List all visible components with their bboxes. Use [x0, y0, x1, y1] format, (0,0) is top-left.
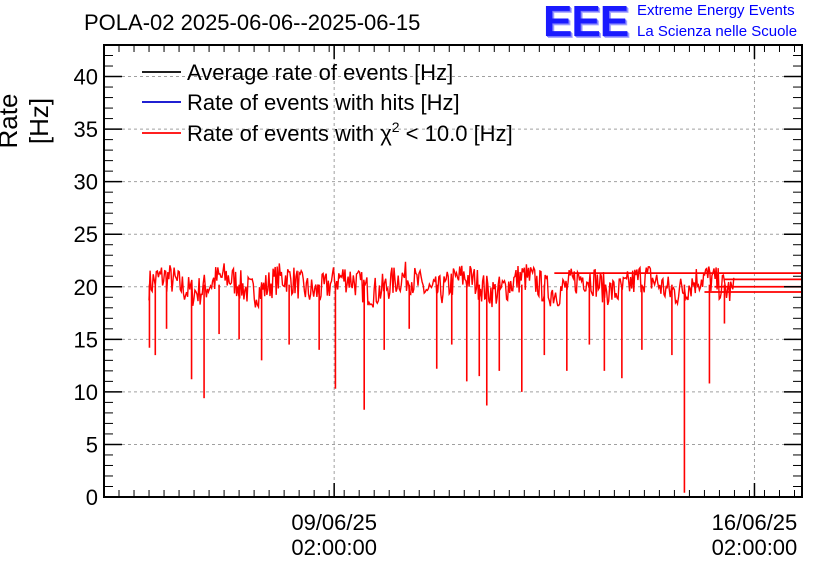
axis-ticks: 051015202530354009/06/2502:00:0016/06/25… — [74, 45, 802, 560]
x-tick-label-date: 16/06/25 — [712, 510, 798, 535]
y-tick-label: 25 — [74, 222, 98, 247]
plot-frame — [103, 44, 803, 498]
x-tick-label-time: 02:00:00 — [712, 535, 798, 560]
x-tick-label-time: 02:00:00 — [291, 535, 377, 560]
y-tick-label: 40 — [74, 65, 98, 90]
logo-line-2: La Scienza nelle Scuole — [637, 23, 798, 40]
y-tick-label: 5 — [86, 432, 98, 457]
legend-entry-hits-label: Rate of events with hits [Hz] — [187, 90, 460, 115]
logo-line-1: Extreme Energy Events — [637, 2, 795, 19]
y-tick-label: 10 — [74, 380, 98, 405]
y-tick-label: 35 — [74, 117, 98, 142]
y-tick-label: 30 — [74, 170, 98, 195]
y-tick-label: 0 — [86, 485, 98, 510]
legend: Average rate of events [Hz] Rate of event… — [142, 60, 513, 146]
legend-entry-chi2-label: Rate of events with χ2 < 10.0 [Hz] — [187, 119, 513, 146]
y-tick-label: 20 — [74, 275, 98, 300]
eee-logo: EEE Extreme Energy Events La Scienza nel… — [543, 0, 836, 44]
legend-entry-average-label: Average rate of events [Hz] — [187, 60, 453, 85]
x-tick-label-date: 09/06/25 — [291, 510, 377, 535]
series-chi2-line — [148, 261, 735, 310]
y-axis-label: Rate [Hz] — [0, 93, 54, 149]
eee-logo-mark: EEE — [543, 0, 629, 46]
y-tick-label: 15 — [74, 327, 98, 352]
chart-title: POLA-02 2025-06-06--2025-06-15 — [84, 10, 421, 35]
series-layer — [148, 261, 802, 493]
